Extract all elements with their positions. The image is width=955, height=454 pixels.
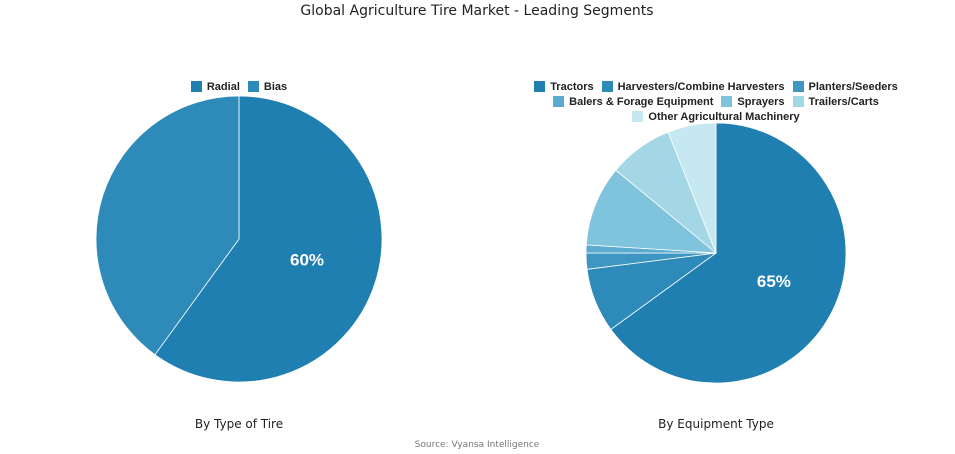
chart-subtitle: By Equipment Type — [658, 417, 774, 431]
legend-label: Balers & Forage Equipment — [569, 95, 714, 108]
legend-swatch — [792, 81, 804, 92]
legend-swatch — [190, 81, 202, 92]
legend: Tractors Harvesters/Combine Harvesters Pla… — [521, 80, 911, 123]
pie-slice — [610, 122, 847, 384]
pie-slice — [585, 169, 718, 254]
legend-item: Other Agricultural Machinery — [632, 110, 800, 123]
value-label: 65% — [757, 272, 791, 291]
chart-subtitle: By Type of Tire — [195, 417, 283, 431]
source: Source: Vyansa Intelligence — [415, 440, 540, 450]
legend-swatch — [534, 81, 546, 92]
chart-title: Global Agriculture Tire Market - Leading… — [300, 3, 653, 19]
legend-label: Tractors — [550, 80, 594, 93]
legend-item: Tractors — [534, 80, 594, 93]
value-label: 60% — [290, 251, 324, 270]
legend-label: Bias — [263, 80, 288, 93]
legend-label: Radial — [206, 80, 240, 93]
legend-item: Balers & Forage Equipment — [553, 95, 713, 108]
legend-label: Sprayers — [737, 95, 785, 108]
legend-label: Planters/Seeders — [808, 80, 898, 93]
legend-swatch — [553, 96, 565, 107]
legend-item: Harvesters/Combine Harvesters — [601, 80, 785, 93]
legend-item: Planters/Seeders — [792, 80, 898, 93]
legend-swatch — [792, 96, 804, 107]
legend-swatch — [601, 81, 613, 92]
legend-swatch — [721, 96, 733, 107]
legend-item: Radial — [190, 80, 240, 93]
legend-label: Trailers/Carts — [808, 95, 879, 108]
legend-item: Bias — [247, 80, 288, 93]
legend-swatch — [247, 81, 259, 92]
legend-swatch — [632, 111, 644, 122]
legend-label: Harvesters/Combine Harvesters — [617, 80, 785, 93]
legend-item: Trailers/Carts — [792, 95, 879, 108]
pie-slice — [95, 95, 240, 356]
legend-label: Other Agricultural Machinery — [648, 110, 800, 123]
pie-slice — [154, 95, 383, 383]
legend-item: Sprayers — [721, 95, 785, 108]
legend: Radial Bias — [89, 80, 389, 93]
pie-slice — [667, 122, 717, 254]
